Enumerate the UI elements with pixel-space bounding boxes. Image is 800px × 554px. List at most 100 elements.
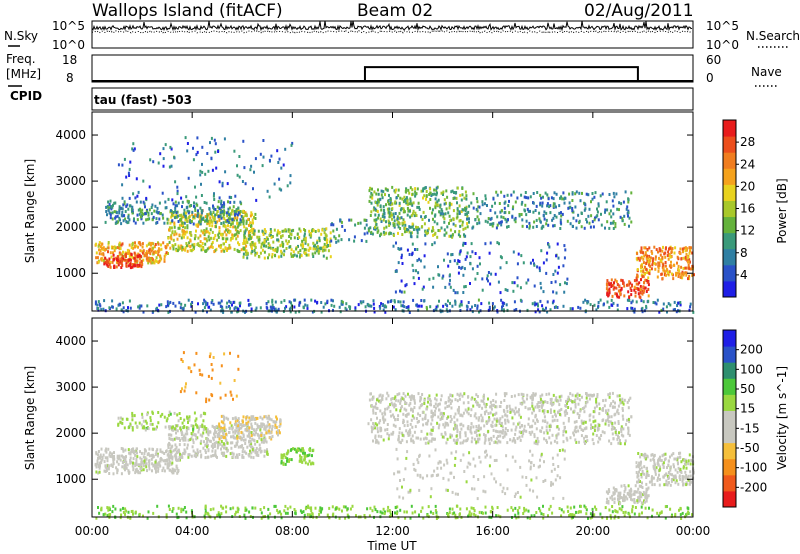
scatter-cell (189, 218, 192, 222)
scatter-cell (189, 248, 192, 252)
scatter-cell (609, 221, 612, 225)
scatter-cell (187, 417, 190, 421)
scatter-cell (213, 218, 216, 222)
scatter-cell (120, 308, 123, 312)
scatter-cell (498, 242, 500, 246)
scatter-cell (615, 432, 618, 436)
scatter-cell (458, 304, 461, 308)
scatter-cell (429, 206, 431, 210)
scatter-cell (591, 438, 594, 442)
scatter-cell (209, 210, 212, 214)
scatter-cell (562, 433, 565, 437)
scatter-cell (286, 457, 289, 461)
scatter-cell (473, 437, 476, 441)
scatter-cell (177, 419, 180, 423)
scatter-cell (109, 451, 112, 455)
scatter-cell (617, 289, 620, 293)
scatter-cell (376, 226, 379, 230)
scatter-cell (250, 442, 253, 446)
scatter-cell (233, 200, 236, 204)
scatter-cell (431, 418, 434, 422)
scatter-cell (184, 232, 187, 236)
scatter-cell (289, 310, 292, 314)
scatter-cell (215, 213, 218, 216)
scatter-cell (548, 436, 551, 440)
scatter-cell (218, 226, 221, 230)
scatter-cell (143, 426, 146, 430)
scatter-cell (450, 202, 453, 206)
scatter-cell (375, 402, 377, 406)
scatter-cell (545, 218, 548, 222)
scatter-cell (678, 272, 681, 276)
scatter-cell (217, 233, 220, 237)
scatter-cell (533, 441, 536, 445)
scatter-cell (129, 422, 132, 426)
scatter-cell (229, 301, 232, 305)
scatter-cell (411, 225, 414, 229)
scatter-cell (168, 226, 171, 230)
scatter-cell (402, 207, 405, 211)
scatter-cell (606, 288, 609, 292)
scatter-cell (427, 231, 429, 235)
scatter-cell (199, 173, 202, 177)
scatter-cell (149, 259, 152, 263)
scatter-cell (525, 219, 528, 223)
scatter-cell (157, 161, 160, 165)
scatter-cell (162, 466, 165, 470)
scatter-cell (481, 277, 484, 281)
scatter-cell (132, 457, 135, 461)
scatter-cell (165, 450, 167, 454)
scatter-cell (642, 251, 645, 255)
scatter-cell (157, 242, 160, 246)
scatter-cell (417, 271, 420, 275)
scatter-cell (574, 192, 577, 196)
scatter-cell (232, 452, 235, 456)
scatter-cell (496, 430, 499, 434)
scatter-cell (541, 201, 544, 205)
scatter-cell (424, 186, 427, 190)
scatter-cell (679, 247, 682, 251)
scatter-cell (145, 196, 148, 200)
scatter-cell (523, 424, 526, 428)
scatter-cell (583, 406, 586, 410)
scatter-cell (423, 299, 426, 303)
scatter-cell (470, 408, 473, 412)
scatter-cell (541, 419, 544, 423)
scatter-cell (166, 217, 169, 221)
scatter-cell (172, 244, 175, 248)
scatter-cell (618, 285, 621, 289)
scatter-cell (206, 440, 209, 444)
scatter-cell (299, 454, 301, 458)
scatter-cell (605, 200, 608, 204)
scatter-cell (223, 426, 226, 430)
scatter-cell (675, 271, 678, 275)
scatter-cell (156, 454, 159, 458)
scatter-cell (608, 283, 611, 287)
scatter-cell (186, 142, 189, 145)
scatter-cell (543, 409, 546, 413)
scatter-cell (187, 438, 190, 442)
scatter-cell (608, 291, 611, 295)
scatter-cell (664, 264, 667, 268)
scatter-cell (543, 210, 546, 214)
scatter-cell (227, 417, 230, 421)
scatter-cell (214, 427, 217, 431)
scatter-cell (628, 224, 630, 228)
scatter-cell (220, 436, 223, 440)
scatter-cell (685, 252, 688, 256)
scatter-cell (168, 165, 171, 169)
scatter-cell (138, 212, 141, 216)
scatter-cell (614, 292, 617, 296)
scatter-cell (293, 253, 296, 257)
scatter-cell (688, 267, 691, 271)
scatter-cell (228, 195, 231, 199)
scatter-cell (204, 456, 207, 460)
scatter-cell (117, 422, 120, 426)
scatter-cell (411, 212, 414, 216)
scatter-cell (275, 310, 278, 314)
scatter-cell (197, 236, 200, 240)
scatter-cell (291, 141, 294, 145)
scatter-cell (162, 164, 165, 168)
scatter-cell (480, 302, 483, 306)
